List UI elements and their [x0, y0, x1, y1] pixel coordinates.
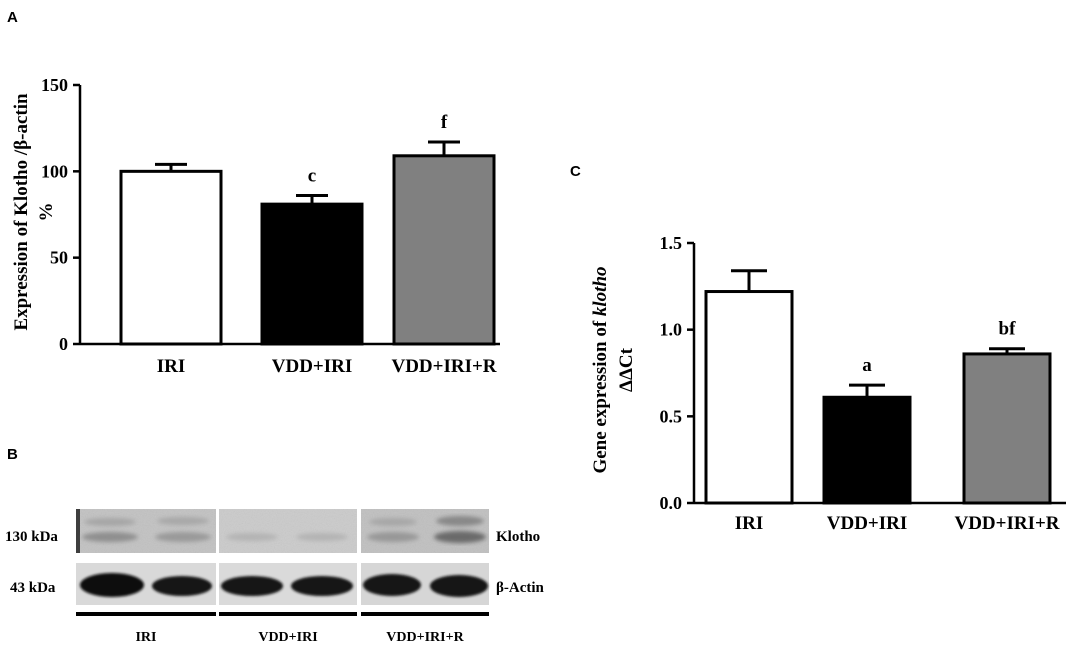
chart-c-bar [962, 352, 1052, 505]
chart-a-category-label: IRI [157, 356, 186, 377]
chart-a-category-label: VDD+IRI+R [391, 356, 496, 377]
klotho-band-1 [82, 532, 138, 542]
blot-protein-label-actin: β-Actin [496, 580, 545, 596]
klotho-band-6 [434, 531, 486, 543]
actin-band-3 [221, 576, 283, 596]
blot-group-bar-1 [76, 612, 216, 616]
chart-c-ytick-label: 0.0 [660, 493, 683, 513]
chart-c-category-label: VDD+IRI [827, 513, 908, 534]
actin-band-4 [291, 576, 353, 596]
chart-c-significance-label: bf [999, 319, 1017, 340]
klotho-band-3 [226, 533, 278, 541]
klotho-bands [82, 516, 486, 543]
blot-group-label-2: VDD+IRI [258, 630, 317, 645]
panel-label-b: B [7, 446, 18, 463]
actin-band-5 [363, 574, 421, 596]
chart-a-ytick-label: 100 [41, 161, 68, 181]
chart-a-category-label: VDD+IRI [272, 356, 353, 377]
klotho-band-5 [367, 532, 419, 542]
blot-protein-label-klotho: Klotho [496, 529, 540, 545]
chart-a-ylabel-line2: % [36, 203, 57, 222]
chart-a-ylabel-line1: Expression of Klotho /β-actin [11, 93, 32, 331]
klotho-band-4 [296, 533, 348, 541]
chart-a-bar [119, 169, 223, 346]
blot-group-label-3: VDD+IRI+R [386, 630, 464, 645]
chart-a-bar [260, 202, 364, 346]
chart-a-significance-label: c [308, 166, 316, 187]
chart-c-bar [822, 395, 912, 505]
blot-actin-gap-1 [216, 563, 219, 605]
blot-klotho-texture [76, 509, 489, 553]
chart-c-ylabel-prefix: Gene expression of [590, 316, 611, 473]
klotho-band-1b [84, 518, 136, 526]
klotho-band-2 [155, 532, 211, 542]
klotho-band-2b [157, 517, 209, 525]
chart-a: Expression of Klotho /β-actin % 0 50 100 15… [11, 75, 500, 377]
panel-label-a: A [7, 9, 18, 26]
blot-klotho-gap-2 [357, 509, 361, 553]
chart-c-category-label: IRI [735, 513, 764, 534]
chart-a-significance-label: f [441, 112, 448, 133]
blot-group-bar-3 [361, 612, 489, 616]
chart-a-ytick-label: 0 [59, 334, 68, 354]
blot-actin-gap-2 [357, 563, 361, 605]
chart-c-ytick-label: 1.5 [660, 233, 683, 253]
chart-a-bar [392, 154, 496, 346]
blot-edge-left [76, 509, 80, 553]
klotho-band-6b [436, 516, 484, 526]
chart-c: Gene expression of klotho ΔΔCt 0.0 0.5 1.0… [590, 233, 1066, 534]
klotho-band-5b [369, 518, 417, 526]
actin-band-1 [80, 573, 144, 597]
chart-c-ytick-label: 0.5 [660, 406, 683, 426]
blot-size-label-klotho: 130 kDa [5, 529, 58, 545]
chart-c-ylabel-line1: Gene expression of klotho [590, 266, 611, 473]
chart-c-bar [704, 290, 794, 505]
panel-label-c: C [570, 163, 581, 180]
chart-a-ytick-label: 50 [50, 248, 68, 268]
actin-bands [80, 573, 488, 597]
chart-c-ytick-label: 1.0 [660, 320, 683, 340]
blot-size-label-actin: 43 kDa [10, 580, 56, 596]
blot-group-label-1: IRI [135, 630, 156, 645]
actin-band-2 [152, 576, 212, 596]
chart-c-significance-label: a [862, 355, 872, 376]
chart-c-ylabel-italic: klotho [590, 266, 611, 316]
chart-c-ylabel-line2: ΔΔCt [616, 347, 637, 392]
chart-c-category-label: VDD+IRI+R [954, 513, 1059, 534]
chart-a-ytick-label: 150 [41, 75, 68, 95]
blot-klotho-gap-1 [216, 509, 219, 553]
actin-band-6 [430, 575, 488, 597]
blot-group-bar-2 [219, 612, 357, 616]
western-blot: 130 kDa 43 kDa Klotho β-Actin IRI VDD+IR… [5, 509, 545, 645]
